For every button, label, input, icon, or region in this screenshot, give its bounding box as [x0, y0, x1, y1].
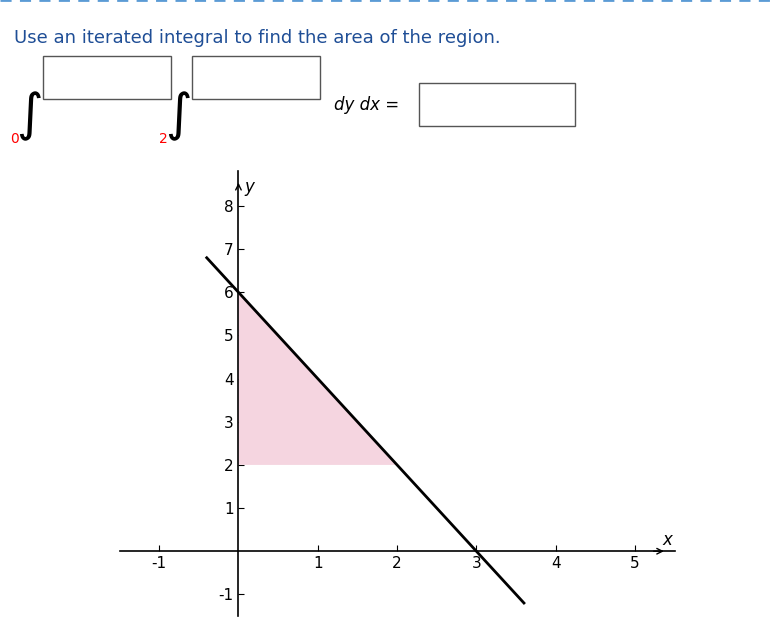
- Text: $\int$: $\int$: [16, 89, 42, 143]
- Text: dy dx =: dy dx =: [334, 96, 399, 114]
- Text: Use an iterated integral to find the area of the region.: Use an iterated integral to find the are…: [14, 29, 500, 46]
- Text: $\int$: $\int$: [165, 89, 190, 143]
- Text: 2: 2: [160, 132, 168, 146]
- Polygon shape: [238, 292, 397, 465]
- Text: 0: 0: [11, 132, 19, 146]
- Text: x: x: [663, 531, 672, 549]
- Bar: [43, 56, 171, 99]
- Bar: [192, 56, 320, 99]
- Bar: [419, 83, 575, 126]
- Text: y: y: [245, 178, 254, 196]
